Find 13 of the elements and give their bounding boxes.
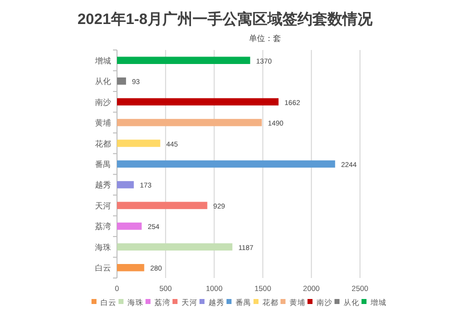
y-tick-label: 花都 bbox=[95, 139, 111, 148]
y-tick-label: 天河 bbox=[95, 201, 111, 210]
y-tick-label: 从化 bbox=[95, 77, 111, 86]
chart-title: 2021年1-8月广州一手公寓区域签约套数情况 bbox=[77, 10, 374, 28]
y-tick-label: 海珠 bbox=[95, 242, 111, 252]
y-tick-label: 增城 bbox=[94, 56, 111, 66]
y-tick-label: 黄埔 bbox=[95, 118, 111, 128]
chart-subtitle: 单位：套 bbox=[249, 34, 281, 43]
y-tick-label: 白云 bbox=[95, 264, 111, 273]
y-tick-label: 番禺 bbox=[95, 160, 111, 169]
y-tick-label: 南沙 bbox=[95, 98, 111, 107]
y-tick-label: 荔湾 bbox=[95, 222, 111, 232]
y-tick-label: 越秀 bbox=[95, 180, 111, 190]
